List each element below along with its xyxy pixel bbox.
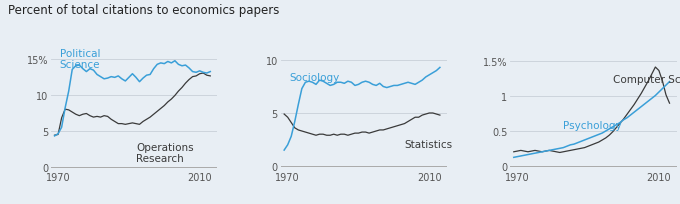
Text: Sociology: Sociology <box>290 73 340 83</box>
Text: Operations
Research: Operations Research <box>136 142 194 163</box>
Text: Psychology: Psychology <box>563 120 622 130</box>
Text: Computer Science: Computer Science <box>613 75 680 85</box>
Text: Statistics: Statistics <box>405 140 453 150</box>
Text: Percent of total citations to economics papers: Percent of total citations to economics … <box>8 4 279 17</box>
Text: Political
Science: Political Science <box>60 49 101 70</box>
